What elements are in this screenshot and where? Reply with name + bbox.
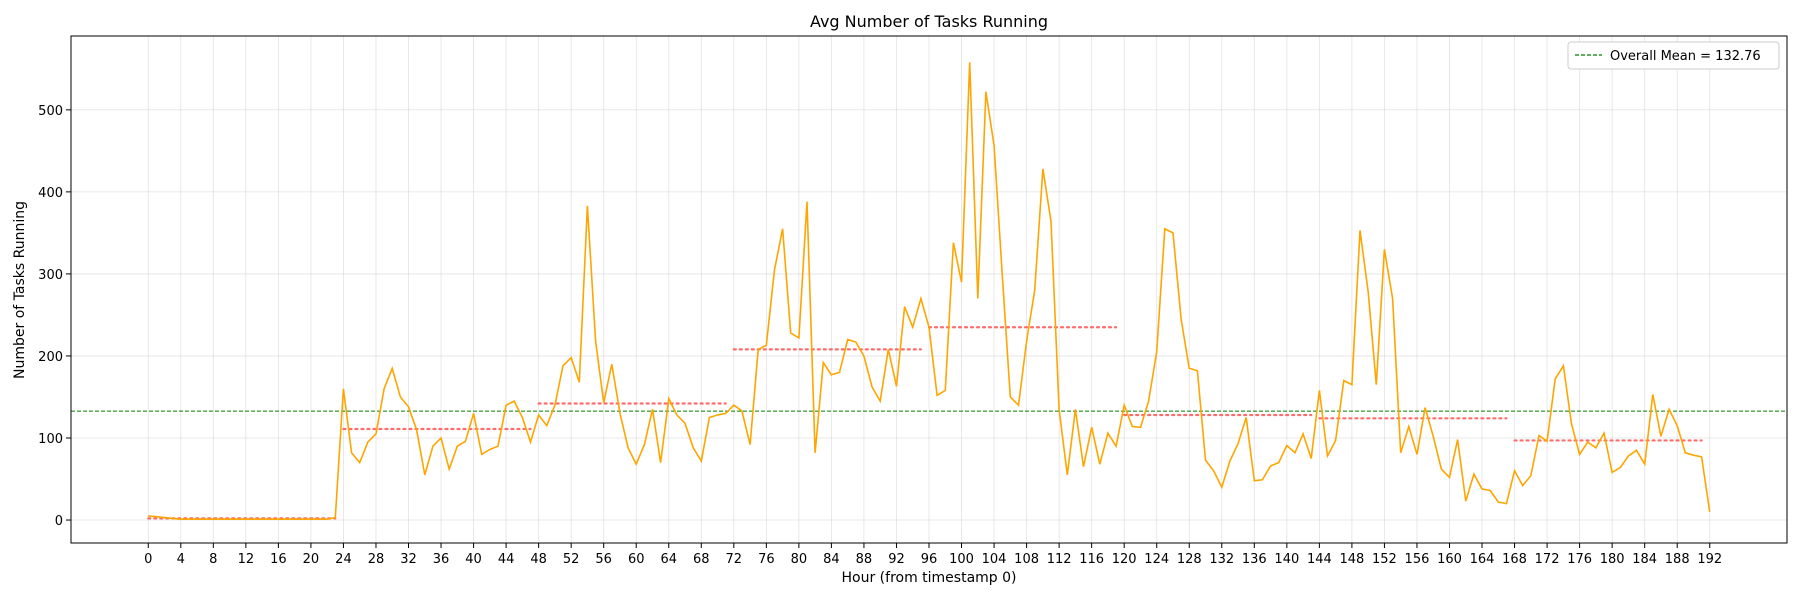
x-tick-label: 116 <box>1079 552 1104 567</box>
x-tick-label: 128 <box>1177 552 1202 567</box>
grid-layer <box>71 36 1787 543</box>
x-tick-label: 160 <box>1437 552 1462 567</box>
x-tick-label: 88 <box>856 552 873 567</box>
x-tick-label: 60 <box>628 552 645 567</box>
x-tick-label: 40 <box>465 552 482 567</box>
y-axis-ticks: 0 100 200 300 400 500 <box>38 104 71 529</box>
x-tick-label: 168 <box>1502 552 1527 567</box>
x-tick-label: 148 <box>1339 552 1364 567</box>
x-tick-label: 124 <box>1144 552 1169 567</box>
x-tick-label: 188 <box>1665 552 1690 567</box>
x-tick-label: 180 <box>1600 552 1625 567</box>
x-tick-label: 44 <box>498 552 515 567</box>
x-tick-label: 36 <box>433 552 450 567</box>
x-tick-label: 52 <box>563 552 580 567</box>
legend: Overall Mean = 132.76 <box>1567 41 1780 70</box>
y-axis-label: Number of Tasks Running <box>12 201 28 379</box>
x-tick-label: 80 <box>791 552 808 567</box>
x-tick-label: 64 <box>660 552 677 567</box>
x-axis-ticks: 0 4 8 12 16 20 24 28 32 36 40 44 48 52 56 60 64 68 72 76 80 8… <box>144 543 1722 567</box>
legend-box <box>1567 41 1780 70</box>
x-tick-label: 96 <box>921 552 938 567</box>
x-tick-label: 132 <box>1209 552 1234 567</box>
x-tick-label: 176 <box>1567 552 1592 567</box>
x-axis-label: Hour (from timestamp 0) <box>842 570 1017 586</box>
y-tick-label: 200 <box>38 350 63 365</box>
x-tick-label: 120 <box>1112 552 1137 567</box>
y-tick-label: 300 <box>38 268 63 283</box>
x-tick-label: 68 <box>693 552 710 567</box>
x-tick-label: 108 <box>1014 552 1039 567</box>
x-tick-label: 4 <box>177 552 185 567</box>
x-tick-label: 144 <box>1307 552 1332 567</box>
y-tick-label: 500 <box>38 104 63 119</box>
x-tick-label: 192 <box>1697 552 1722 567</box>
x-tick-label: 8 <box>209 552 217 567</box>
x-tick-label: 184 <box>1632 552 1657 567</box>
x-tick-label: 104 <box>982 552 1007 567</box>
x-tick-label: 164 <box>1470 552 1495 567</box>
y-tick-label: 400 <box>38 186 63 201</box>
x-tick-label: 156 <box>1405 552 1430 567</box>
x-tick-label: 140 <box>1274 552 1299 567</box>
x-tick-label: 0 <box>144 552 152 567</box>
x-tick-label: 84 <box>823 552 840 567</box>
x-tick-label: 20 <box>303 552 320 567</box>
x-tick-label: 72 <box>726 552 743 567</box>
x-tick-label: 100 <box>949 552 974 567</box>
x-tick-label: 24 <box>335 552 352 567</box>
chart-title: Avg Number of Tasks Running <box>810 12 1048 31</box>
x-tick-label: 152 <box>1372 552 1397 567</box>
series-line <box>148 62 1711 520</box>
legend-entry: Overall Mean = 132.76 <box>1610 49 1761 64</box>
x-tick-label: 32 <box>400 552 417 567</box>
x-tick-label: 172 <box>1535 552 1560 567</box>
x-tick-label: 28 <box>368 552 385 567</box>
x-tick-label: 16 <box>270 552 287 567</box>
x-tick-label: 136 <box>1242 552 1267 567</box>
x-tick-label: 56 <box>595 552 612 567</box>
x-tick-label: 112 <box>1047 552 1072 567</box>
y-tick-label: 0 <box>55 514 63 529</box>
x-tick-label: 12 <box>238 552 255 567</box>
y-tick-label: 100 <box>38 432 63 447</box>
x-tick-label: 92 <box>888 552 905 567</box>
x-tick-label: 76 <box>758 552 775 567</box>
x-tick-label: 48 <box>530 552 547 567</box>
